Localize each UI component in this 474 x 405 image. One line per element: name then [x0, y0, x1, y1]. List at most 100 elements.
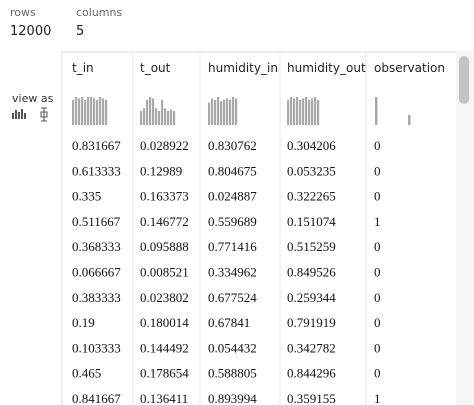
table-cell: 0.359155 [287, 391, 336, 405]
table-cell: 0.830762 [208, 138, 257, 153]
table-cell: 0.053235 [287, 163, 336, 178]
column-header[interactable]: humidity_out [287, 61, 366, 75]
table-cell: 0.054432 [208, 340, 257, 355]
histogram-bar [167, 111, 170, 125]
table-cell: 0.028922 [140, 138, 189, 153]
table-cell: 0.791919 [287, 315, 336, 330]
histogram-bar [317, 99, 320, 125]
table-cell: 0.024887 [208, 189, 257, 204]
histogram-bar [93, 98, 96, 125]
table-cell: 0 [374, 239, 381, 254]
table-cell: 0.335 [72, 189, 101, 204]
column-header[interactable]: t_out [140, 61, 171, 75]
histogram-bar [211, 98, 214, 125]
table: t_in t_out humidity_in humidity_out observat… [72, 52, 445, 405]
table-cell: 0.066667 [72, 265, 121, 280]
histogram-bar [314, 97, 317, 125]
histogram-bar [105, 99, 108, 125]
histogram-bar [158, 111, 161, 125]
histogram-bar [173, 111, 176, 125]
table-cell: 0.151074 [287, 214, 336, 229]
table-cell: 0 [374, 315, 381, 330]
table-cell: 0.023802 [140, 290, 189, 305]
histogram-bar [308, 99, 311, 125]
histogram-bar [78, 98, 81, 125]
scrollbar-thumb[interactable] [459, 56, 469, 104]
histogram-bar [232, 97, 235, 125]
table-cell: 0.771416 [208, 239, 257, 254]
table-cell: 0.144492 [140, 340, 189, 355]
table-cell: 0.334962 [208, 265, 257, 280]
column-header[interactable]: t_in [72, 61, 94, 75]
table-cell: 0.095888 [140, 239, 189, 254]
histogram-bar [96, 99, 99, 125]
table-cell: 0.559689 [208, 214, 257, 229]
table-cell: 1 [374, 391, 381, 405]
table-cell: 0.146772 [140, 214, 189, 229]
histogram-bar [235, 98, 238, 125]
table-cell: 0 [374, 163, 381, 178]
histogram-bar [287, 99, 290, 125]
table-cell: 0 [374, 366, 381, 381]
table-cell: 0.588805 [208, 366, 257, 381]
histogram-bar [305, 97, 308, 125]
histogram-bar [229, 99, 232, 125]
histogram-bar [84, 99, 87, 125]
table-cell: 0.831667 [72, 138, 121, 153]
table-cell: 0.511667 [72, 214, 121, 229]
table-cell: 0.259344 [287, 290, 336, 305]
column-header[interactable]: humidity_in [208, 61, 278, 75]
histogram-bar [290, 97, 293, 125]
histogram-bar [208, 102, 211, 125]
histogram-bar [164, 108, 167, 125]
table-cell: 0.383333 [72, 290, 121, 305]
table-cell: 1 [374, 214, 381, 229]
histogram-bar [311, 98, 314, 125]
histogram-bar [99, 97, 102, 125]
table-cell: 0.103333 [72, 340, 121, 355]
table-cell: 0.844296 [287, 366, 336, 381]
rows-value: 12000 [10, 24, 51, 39]
columns-label: columns [76, 6, 122, 19]
histogram-bar [293, 98, 296, 125]
histogram-bar [102, 98, 105, 125]
histogram-bar [149, 97, 152, 125]
histogram-bar [140, 111, 143, 125]
histogram-bar [155, 108, 158, 125]
table-cell: 0.368333 [72, 239, 121, 254]
table-cell: 0.304206 [287, 138, 336, 153]
scrollbar[interactable] [456, 52, 474, 405]
histogram-bar [226, 98, 229, 125]
table-cell: 0 [374, 265, 381, 280]
histogram-bar [299, 99, 302, 125]
histogram-bar [408, 115, 411, 125]
histogram-bar [143, 108, 146, 125]
column-header[interactable]: observation [374, 61, 445, 75]
histogram-bar [296, 97, 299, 125]
histogram-bar [87, 97, 90, 125]
columns-value: 5 [76, 24, 84, 39]
table-cell: 0.342782 [287, 340, 336, 355]
histogram-bar [75, 97, 78, 125]
table-cell: 0.008521 [140, 265, 189, 280]
histogram-bar [90, 97, 93, 125]
histogram-bar [223, 99, 226, 125]
table-cell: 0.515259 [287, 239, 336, 254]
histogram-bar [302, 98, 305, 125]
histogram-bar [146, 99, 149, 125]
histogram-bar [220, 101, 223, 125]
histogram-bar [152, 98, 155, 125]
table-cell: 0.613333 [72, 163, 121, 178]
table-cell: 0.465 [72, 366, 101, 381]
table-cell: 0.677524 [208, 290, 257, 305]
table-cell: 0.804675 [208, 163, 257, 178]
view-icons[interactable] [12, 107, 48, 122]
table-cell: 0 [374, 290, 381, 305]
table-cell: 0.180014 [140, 315, 189, 330]
table-cell: 0.67841 [208, 315, 250, 330]
histogram-bar [81, 97, 84, 125]
histogram-bar [72, 99, 75, 125]
table-cell: 0.893994 [208, 391, 257, 405]
table-cell: 0.178654 [140, 366, 189, 381]
